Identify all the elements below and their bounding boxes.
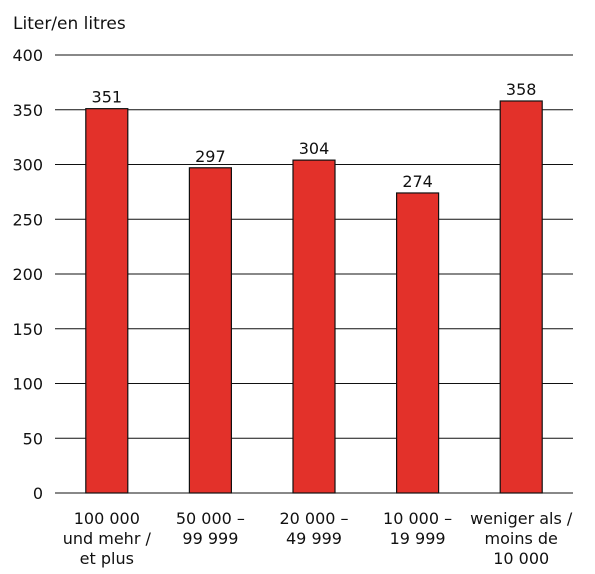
bars (85, 100, 543, 494)
y-tick-label: 150 (12, 320, 43, 339)
x-tick-label-line: 19 999 (390, 529, 446, 548)
x-tick-label: 10 000 –19 999 (383, 509, 452, 548)
data-label: 358 (506, 80, 537, 99)
bar (188, 167, 232, 494)
x-tick-label: 100 000 und mehr / et plus (63, 509, 152, 568)
data-label: 351 (92, 88, 123, 107)
x-tick-label-line: 99 999 (182, 529, 238, 548)
y-tick-label: 400 (12, 46, 43, 65)
x-tick-label-line: 49 999 (286, 529, 342, 548)
x-tick-label-line: et plus (80, 549, 134, 568)
y-tick-label: 250 (12, 210, 43, 229)
x-tick-labels: 100 000 und mehr / et plus 50 000 –99 999 20… (63, 509, 573, 568)
x-tick-label-line: 50 000 – (176, 509, 245, 528)
bar (292, 159, 336, 494)
y-tick-label: 50 (23, 429, 43, 448)
bar (85, 108, 129, 494)
x-tick-label-line: moins de (485, 529, 558, 548)
bar (499, 100, 543, 494)
x-tick-label-line: und mehr / (63, 529, 152, 548)
x-tick-label-line: 10 000 (493, 549, 549, 568)
y-tick-label: 300 (12, 156, 43, 175)
data-label: 274 (402, 172, 433, 191)
x-tick-label-line: 100 000 (74, 509, 140, 528)
x-tick-label-line: 10 000 – (383, 509, 452, 528)
data-labels: 351 297 304 274 358 (92, 80, 537, 191)
bar (396, 192, 440, 494)
y-tick-label: 100 (12, 375, 43, 394)
x-tick-label-line: weniger als / (470, 509, 573, 528)
x-tick-label-line: 20 000 – (279, 509, 348, 528)
y-tick-labels: 0 50 100 150 200 250 300 350 400 (12, 46, 43, 503)
x-tick-label: weniger als / moins de 10 000 (470, 509, 573, 568)
data-label: 304 (299, 139, 330, 158)
y-tick-label: 350 (12, 101, 43, 120)
data-label: 297 (195, 147, 226, 166)
x-tick-label: 50 000 –99 999 (176, 509, 245, 548)
y-tick-label: 200 (12, 265, 43, 284)
x-tick-label: 20 000 –49 999 (279, 509, 348, 548)
y-tick-label: 0 (33, 484, 43, 503)
y-axis-unit-label: Liter/en litres (13, 14, 126, 34)
